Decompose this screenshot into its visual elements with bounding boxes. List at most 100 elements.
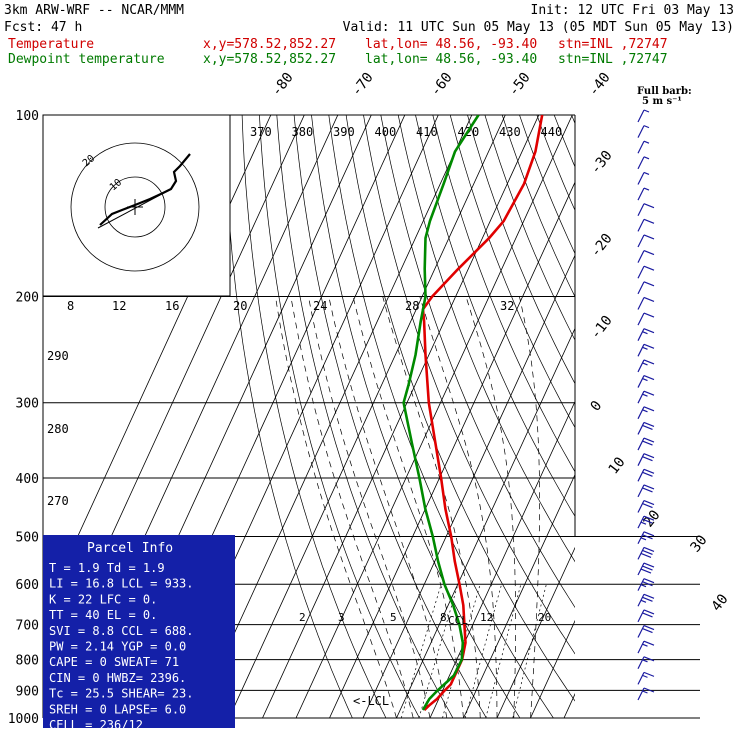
isotherm-label: -20 <box>588 231 616 261</box>
dry-adiabat-line <box>501 115 575 298</box>
pressure-label: 500 <box>16 530 39 545</box>
dry-adiabat-line <box>519 115 575 255</box>
wind-barb <box>637 624 655 638</box>
wind-barb <box>637 203 655 216</box>
isotherm-label: 10 <box>606 454 629 477</box>
theta-e-label: 410 <box>416 125 438 139</box>
moist-adiabat-line <box>275 296 397 718</box>
hodograph-speed-label: 16 <box>165 299 179 313</box>
wind-barb <box>637 375 655 388</box>
isotherm-label: -70 <box>349 70 377 100</box>
wind-barb <box>637 453 655 466</box>
moist-adiabat-line <box>519 296 540 718</box>
hodograph-ring <box>104 176 166 238</box>
wind-barb <box>637 234 655 248</box>
dry-adiabat-line <box>259 115 420 718</box>
wind-barb <box>637 296 655 310</box>
wind-barb <box>637 390 655 404</box>
pressure-label: 700 <box>16 619 39 634</box>
parcel-info-row: Tc = 25.5 SHEAR= 23. <box>49 687 194 701</box>
hodograph-speed-label: 8 <box>67 299 74 313</box>
dry-adiabat-line <box>380 115 575 608</box>
dry-adiabat-line <box>328 115 554 718</box>
wind-barb <box>637 250 655 263</box>
hodograph-speed-label: 32 <box>500 299 514 313</box>
wind-barb <box>637 531 655 545</box>
hodograph-speed-label: 24 <box>313 299 327 313</box>
dew-legend-loc: x,y=578.52,852.27 <box>203 52 336 67</box>
isotherm-line <box>598 115 740 718</box>
wind-barb <box>637 546 655 560</box>
isotherm-line <box>496 546 575 718</box>
wind-barb <box>637 515 655 529</box>
dry-adiabat-line <box>224 115 353 718</box>
mixing-ratio-line <box>464 584 502 718</box>
isotherm-label: -10 <box>588 313 616 343</box>
hodograph-ring <box>70 142 200 272</box>
wind-barb <box>637 328 655 341</box>
parcel-info-row: LI = 16.8 LCL = 933. <box>49 577 194 591</box>
wind-barb <box>637 468 655 482</box>
dry-adiabat-line <box>571 115 575 125</box>
isotherm-label: -50 <box>506 70 534 100</box>
dry-adiabat-line <box>397 115 575 563</box>
temp-legend-stn: stn=INL ,72747 <box>558 37 668 52</box>
pressure-label: 800 <box>16 654 39 669</box>
temperature-profile <box>421 115 544 711</box>
theta-label: 280 <box>47 422 69 436</box>
storm-motion-line <box>97 194 161 229</box>
isotherm-label: 30 <box>688 532 711 555</box>
mixing-ratio-line <box>400 584 442 718</box>
dry-adiabat-line <box>363 115 575 655</box>
mixing-ratio-label: 8 <box>440 611 447 624</box>
isotherm-line <box>262 115 540 718</box>
mixing-ratio-label: 2 <box>299 611 306 624</box>
dew-legend-stn: stn=INL ,72747 <box>558 52 668 67</box>
theta-e-label: 430 <box>499 125 521 139</box>
wind-barb <box>637 171 650 185</box>
parcel-info-row: SREH = 0 LAPSE= 6.0 <box>49 702 186 716</box>
model-title: 3km ARW-WRF -- NCAR/MMM <box>4 3 184 18</box>
theta-label: 290 <box>47 349 69 363</box>
isotherm-label: 40 <box>709 591 732 614</box>
pressure-label: 400 <box>16 472 39 487</box>
hodograph-speed-label: 20 <box>233 299 247 313</box>
isotherm-line <box>329 181 575 718</box>
mixing-ratio-label: 12 <box>480 611 493 624</box>
init-time: Init: 12 UTC Fri 03 May 13 <box>531 3 735 18</box>
wind-barb <box>637 562 655 576</box>
wind-barb <box>637 359 655 373</box>
dry-adiabat-line <box>432 115 575 473</box>
forecast-hour: Fcst: 47 h <box>4 20 82 35</box>
parcel-info-row: SVI = 8.8 CCL = 688. <box>49 624 194 638</box>
mixing-ratio-label: 3 <box>338 611 345 624</box>
mixing-ratio-label: 20 <box>538 611 551 624</box>
moist-adiabat-line <box>308 296 431 718</box>
isotherm-line <box>563 693 575 718</box>
wind-barb <box>637 484 655 498</box>
dry-adiabat-line <box>345 115 575 702</box>
isotherm-line <box>295 115 573 718</box>
parcel-info-row: TT = 40 EL = 0. <box>49 608 157 622</box>
mixing-ratio-label: 5 <box>390 611 397 624</box>
hodograph-trace <box>99 153 191 226</box>
dry-adiabat-line <box>276 115 454 718</box>
isotherm-label: -30 <box>588 148 616 178</box>
wind-barb <box>637 437 655 451</box>
barb-legend-line1: Full barb: <box>637 86 692 97</box>
dry-adiabat-line <box>293 115 487 718</box>
hodograph-speed-label: 12 <box>112 299 126 313</box>
isotherm-line <box>429 400 575 718</box>
wind-barb <box>637 593 655 607</box>
dry-adiabat-line <box>536 115 575 212</box>
pressure-label: 1000 <box>8 712 39 727</box>
wind-barb <box>637 109 650 123</box>
moist-adiabat-line <box>352 296 464 718</box>
theta-e-label: 370 <box>250 125 272 139</box>
mixing-ratio-line <box>512 584 547 718</box>
dry-adiabat-line <box>415 115 575 518</box>
dry-adiabat-line <box>624 115 740 718</box>
wind-barb <box>637 218 655 232</box>
parcel-info-row: PW = 2.14 YGP = 0.0 <box>49 640 186 654</box>
dry-adiabat-line <box>467 115 575 385</box>
